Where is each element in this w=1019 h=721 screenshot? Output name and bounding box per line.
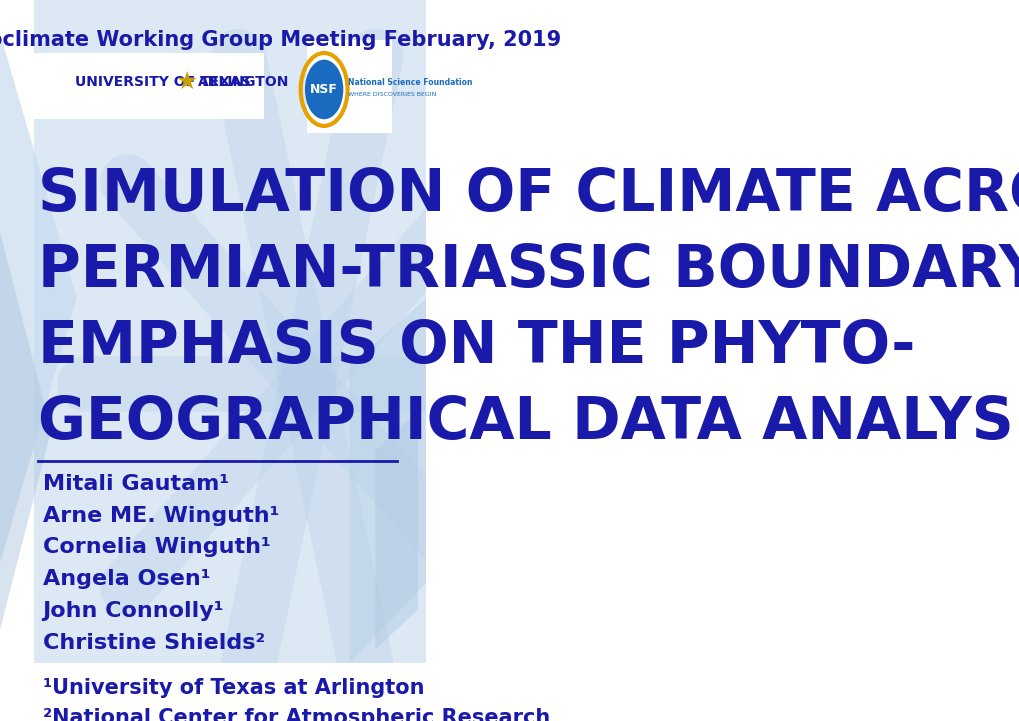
Text: Cornelia Winguth¹: Cornelia Winguth¹ [43,537,270,557]
Polygon shape [34,0,426,663]
Text: ¹University of Texas at Arlington: ¹University of Texas at Arlington [43,678,424,698]
Polygon shape [0,33,76,563]
Text: Christine Shields²: Christine Shields² [43,633,265,653]
Text: PERMIAN-TRIASSIC BOUNDARY WITH AN: PERMIAN-TRIASSIC BOUNDARY WITH AN [39,242,1019,299]
Text: WHERE DISCOVERIES BEGIN: WHERE DISCOVERIES BEGIN [347,92,435,97]
Text: SIMULATION OF CLIMATE ACROSS THE: SIMULATION OF CLIMATE ACROSS THE [39,166,1019,223]
Circle shape [305,60,343,119]
Text: Mitali Gautam¹: Mitali Gautam¹ [43,474,228,494]
Text: NCAR Paleoclimate Working Group Meeting February, 2019: NCAR Paleoclimate Working Group Meeting … [0,30,560,50]
Text: Arne ME. Winguth¹: Arne ME. Winguth¹ [43,505,279,526]
Text: GEOGRAPHICAL DATA ANALYSIS: GEOGRAPHICAL DATA ANALYSIS [39,394,1019,451]
Text: ARLINGTON: ARLINGTON [198,74,289,89]
Text: UNIVERSITY OF TEXAS: UNIVERSITY OF TEXAS [74,74,250,89]
Text: John Connolly¹: John Connolly¹ [43,601,224,621]
FancyBboxPatch shape [307,40,392,133]
Text: Angela Osen¹: Angela Osen¹ [43,570,210,589]
FancyBboxPatch shape [0,0,426,663]
Text: National Science Foundation: National Science Foundation [347,79,472,87]
FancyBboxPatch shape [34,53,264,119]
Text: ★: ★ [175,69,198,94]
Polygon shape [0,232,51,629]
Text: EMPHASIS ON THE PHYTO-: EMPHASIS ON THE PHYTO- [39,318,915,375]
Text: NSF: NSF [310,83,337,96]
Text: ²National Center for Atmospheric Research: ²National Center for Atmospheric Researc… [43,709,549,721]
Polygon shape [350,298,426,663]
Polygon shape [375,411,418,650]
